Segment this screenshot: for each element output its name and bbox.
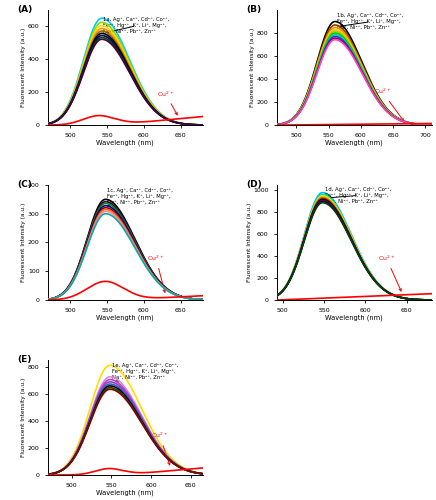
Text: (A): (A) [17, 6, 32, 15]
X-axis label: Wavelength (nm): Wavelength (nm) [325, 315, 383, 322]
Y-axis label: Fluorescent Intensity (a.u.): Fluorescent Intensity (a.u.) [21, 203, 27, 282]
Text: Cu$^{2+}$: Cu$^{2+}$ [378, 254, 401, 291]
Text: 1e, Ag⁺, Ca²⁺, Cd²⁺, Co²⁺,
Fe²⁺, Hg²⁺, K⁺, Li⁺, Mg²⁺,
Na⁺, Ni²⁺, Pb²⁺, Zn²⁺: 1e, Ag⁺, Ca²⁺, Cd²⁺, Co²⁺, Fe²⁺, Hg²⁺, K… [112, 364, 178, 382]
Y-axis label: Fluorescent Intensity (a.u.): Fluorescent Intensity (a.u.) [247, 203, 252, 282]
Text: Cu$^{2+}$: Cu$^{2+}$ [157, 89, 177, 115]
Text: (C): (C) [17, 180, 32, 190]
Y-axis label: Fluorescent Intensity (a.u.): Fluorescent Intensity (a.u.) [21, 378, 27, 457]
Text: Cu$^{2+}$: Cu$^{2+}$ [374, 87, 404, 121]
Text: Cu$^{2+}$: Cu$^{2+}$ [151, 431, 170, 465]
Text: (B): (B) [246, 6, 261, 15]
Text: 1a, Ag⁺, Ca²⁺, Cd²⁺, Co²⁺,
Fe²⁺, Hg²⁺, K⁺, Li⁺, Mg²⁺,
Na⁺, Ni²⁺, Pb²⁺, Zn²⁺: 1a, Ag⁺, Ca²⁺, Cd²⁺, Co²⁺, Fe²⁺, Hg²⁺, K… [103, 18, 170, 34]
X-axis label: Wavelength (nm): Wavelength (nm) [96, 140, 154, 146]
Y-axis label: Fluorescent Intensity (a.u.): Fluorescent Intensity (a.u.) [250, 28, 255, 107]
X-axis label: Wavelength (nm): Wavelength (nm) [96, 315, 154, 322]
Text: Cu$^{2+}$: Cu$^{2+}$ [147, 254, 165, 292]
Text: 1d, Ag⁺, Ca²⁺, Cd²⁺, Co²⁺,
Fe²⁺, Hg²⁺, K⁺, Li⁺, Mg²⁺,
Na⁺, Ni²⁺, Pb²⁺, Zn²⁺: 1d, Ag⁺, Ca²⁺, Cd²⁺, Co²⁺, Fe²⁺, Hg²⁺, K… [325, 187, 391, 204]
Text: (D): (D) [246, 180, 262, 190]
Y-axis label: Fluorescent Intensity (a.u.): Fluorescent Intensity (a.u.) [21, 28, 27, 107]
Text: 1c, Ag⁺, Ca²⁺, Cd²⁺, Co²⁺,
Fe²⁺, Hg²⁺, K⁺, Li⁺, Mg²⁺,
Na⁺, Ni²⁺, Pb²⁺, Zn²⁺: 1c, Ag⁺, Ca²⁺, Cd²⁺, Co²⁺, Fe²⁺, Hg²⁺, K… [107, 188, 173, 206]
X-axis label: Wavelength (nm): Wavelength (nm) [325, 140, 383, 146]
Text: (E): (E) [17, 356, 31, 364]
Text: 1b, Ag⁺, Ca²⁺, Cd²⁺, Co²⁺,
Fe²⁺, Hg²⁺, K⁺, Li⁺, Mg²⁺,
Na⁺, Ni²⁺, Pb²⁺, Zn²⁺: 1b, Ag⁺, Ca²⁺, Cd²⁺, Co²⁺, Fe²⁺, Hg²⁺, K… [337, 14, 403, 30]
X-axis label: Wavelength (nm): Wavelength (nm) [96, 490, 154, 496]
